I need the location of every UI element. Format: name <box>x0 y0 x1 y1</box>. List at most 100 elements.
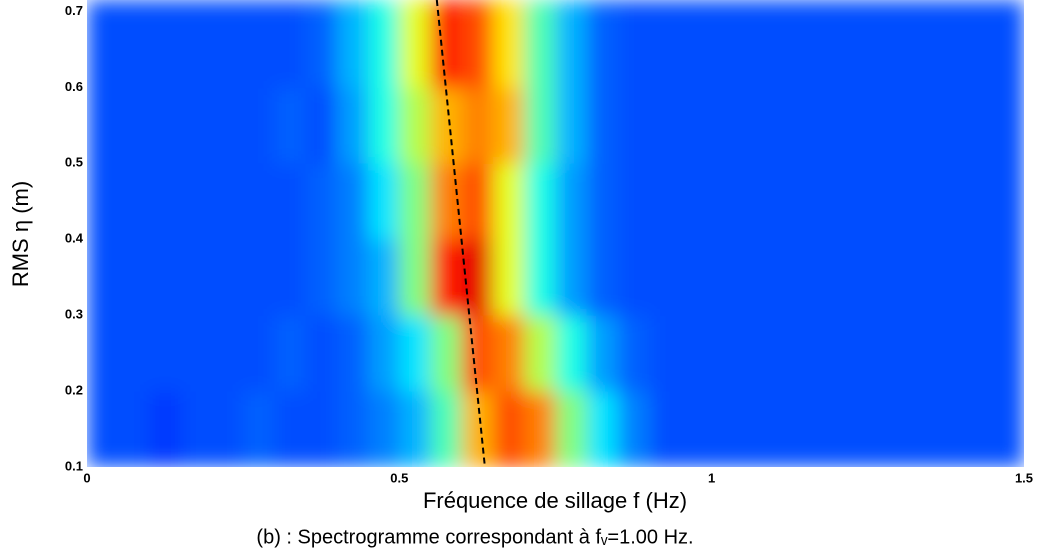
heatmap-cell <box>992 315 1024 392</box>
heatmap-cell <box>586 87 619 164</box>
heatmap-cell <box>243 391 275 467</box>
x-axis-title: Fréquence de sillage f (Hz) <box>423 488 687 513</box>
heatmap-cell <box>118 163 150 240</box>
heatmap-cell <box>524 391 556 467</box>
x-tick-label: 1.5 <box>1015 470 1033 485</box>
heatmap-cell <box>118 0 150 88</box>
heatmap-cell <box>336 163 369 240</box>
heatmap-cell <box>867 239 900 316</box>
heatmap-cell <box>555 87 588 164</box>
heatmap-cell <box>399 0 432 88</box>
heatmap-cell <box>680 0 713 88</box>
heatmap-cell <box>617 391 650 467</box>
heatmap-cell <box>336 0 369 88</box>
heatmap-cell <box>243 0 275 88</box>
heatmap-cell <box>774 239 806 316</box>
heatmap-cell <box>961 87 994 164</box>
heatmap-cell <box>899 0 931 88</box>
heatmap-cell <box>336 239 369 316</box>
heatmap-cell <box>87 239 119 316</box>
heatmap-cell <box>493 239 525 316</box>
heatmap-cell <box>961 163 994 240</box>
heatmap-cell <box>930 391 963 467</box>
heatmap-cell <box>930 87 963 164</box>
heatmap-cell <box>742 315 775 392</box>
heatmap-cell <box>649 87 681 164</box>
heatmap-cell <box>274 391 307 467</box>
heatmap-cell <box>805 315 838 392</box>
heatmap-cell <box>711 239 744 316</box>
heatmap-cell <box>430 239 463 316</box>
heatmap-cell <box>586 391 619 467</box>
heatmap-cell <box>836 315 869 392</box>
heatmap-cell <box>680 163 713 240</box>
heatmap-cell <box>805 87 838 164</box>
heatmap-cell <box>211 315 244 392</box>
heatmap-cell <box>118 87 150 164</box>
heatmap-cell <box>336 391 369 467</box>
heatmap-cell <box>430 87 463 164</box>
heatmap <box>87 0 1024 467</box>
heatmap-cell <box>149 315 182 392</box>
heatmap-cell <box>305 87 338 164</box>
heatmap-cell <box>805 391 838 467</box>
heatmap-cell <box>180 239 213 316</box>
heatmap-cell <box>617 315 650 392</box>
heatmap-cell <box>899 87 931 164</box>
y-tick-label: 0.6 <box>65 79 83 94</box>
heatmap-cell <box>992 239 1024 316</box>
heatmap-cell <box>368 0 400 88</box>
heatmap-cell <box>742 163 775 240</box>
heatmap-cell <box>211 391 244 467</box>
heatmap-cell <box>149 0 182 88</box>
heatmap-cell <box>555 0 588 88</box>
heatmap-cell <box>836 163 869 240</box>
heatmap-cell <box>274 87 307 164</box>
heatmap-cell <box>805 0 838 88</box>
heatmap-cell <box>961 315 994 392</box>
heatmap-cell <box>617 0 650 88</box>
heatmap-cell <box>493 391 525 467</box>
heatmap-cell <box>493 315 525 392</box>
heatmap-cell <box>992 391 1024 467</box>
heatmap-cell <box>899 163 931 240</box>
heatmap-cell <box>617 87 650 164</box>
heatmap-cell <box>992 0 1024 88</box>
y-tick-label: 0.1 <box>65 458 83 473</box>
heatmap-cell <box>617 239 650 316</box>
heatmap-cell <box>274 239 307 316</box>
y-tick-label: 0.2 <box>65 383 83 398</box>
heatmap-cell <box>211 0 244 88</box>
heatmap-cell <box>649 0 681 88</box>
heatmap-cell <box>305 0 338 88</box>
heatmap-cell <box>867 391 900 467</box>
heatmap-cell <box>961 391 994 467</box>
heatmap-cell <box>774 315 806 392</box>
heatmap-cell <box>180 163 213 240</box>
heatmap-cell <box>680 87 713 164</box>
heatmap-cell <box>211 239 244 316</box>
heatmap-cell <box>180 315 213 392</box>
heatmap-cell <box>774 0 806 88</box>
heatmap-cell <box>524 163 556 240</box>
heatmap-cell <box>118 315 150 392</box>
heatmap-cell <box>742 391 775 467</box>
heatmap-cell <box>368 391 400 467</box>
heatmap-cell <box>87 163 119 240</box>
heatmap-cell <box>649 315 681 392</box>
caption: (b) : Spectrogramme correspondant à fᵥ=1… <box>256 526 693 548</box>
heatmap-cell <box>742 239 775 316</box>
heatmap-cell <box>399 391 432 467</box>
heatmap-cell <box>461 87 494 164</box>
heatmap-cell <box>368 163 400 240</box>
heatmap-cell <box>399 239 432 316</box>
heatmap-cell <box>274 163 307 240</box>
heatmap-cell <box>555 391 588 467</box>
heatmap-cell <box>211 87 244 164</box>
heatmap-cell <box>930 0 963 88</box>
heatmap-cell <box>493 87 525 164</box>
heatmap-cell <box>243 87 275 164</box>
heatmap-cell <box>493 0 525 88</box>
heatmap-cell <box>368 239 400 316</box>
